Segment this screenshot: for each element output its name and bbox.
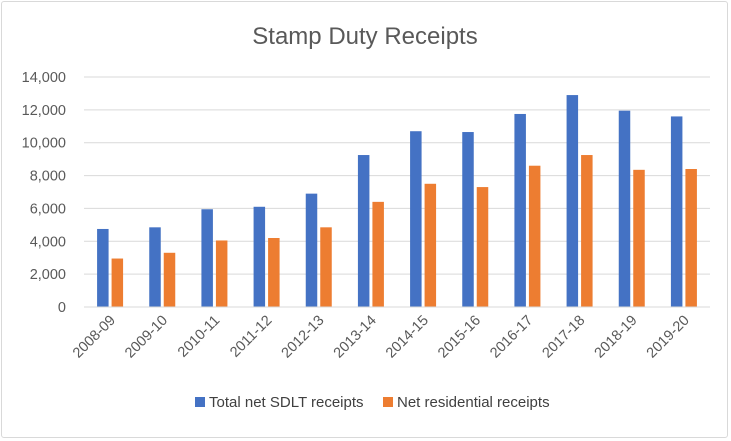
bar-total-2015-16 [462, 132, 474, 307]
bar-total-2010-11 [201, 209, 213, 307]
bar-residential-2008-09 [111, 258, 124, 307]
x-tick-label: 2012-13 [279, 313, 328, 362]
bar-residential-2009-10 [163, 252, 176, 307]
bar-total-2011-12 [253, 206, 266, 307]
y-tick-label: 4,000 [30, 234, 66, 250]
bar-residential-2017-18 [581, 155, 593, 307]
chart-title: Stamp Duty Receipts [252, 23, 477, 50]
y-tick-label: 12,000 [22, 103, 66, 119]
y-tick-label: 0 [58, 300, 66, 316]
bar-total-2013-14 [357, 155, 370, 307]
x-tick-label: 2018-19 [592, 313, 641, 362]
x-axis: 2008-09 2009-10 2010-11 2011-12 2012-13 2013-… [70, 313, 693, 362]
bar-total-2017-18 [566, 95, 579, 307]
x-tick-label: 2011-12 [227, 313, 275, 361]
bar-residential-2015-16 [476, 187, 489, 307]
bar-total-2014-15 [410, 131, 422, 307]
y-axis: 0 2,000 4,000 6,000 8,000 10,000 12,000 14,000 [22, 70, 66, 316]
bar-residential-2012-13 [320, 227, 332, 307]
y-tick-label: 10,000 [22, 136, 66, 152]
legend-swatch-total [195, 397, 205, 407]
bar-total-2016-17 [514, 113, 526, 307]
y-tick-label: 8,000 [30, 169, 66, 185]
bar-residential-2018-19 [633, 169, 645, 307]
legend-label-residential: Net residential receipts [397, 394, 550, 411]
x-tick-label: 2015-16 [435, 313, 484, 362]
bar-total-2008-09 [97, 228, 109, 307]
x-tick-label: 2019-20 [644, 313, 693, 362]
x-tick-label: 2017-18 [539, 313, 588, 362]
bar-residential-2011-12 [268, 238, 280, 307]
x-tick-label: 2008-09 [70, 313, 119, 362]
bar-total-2018-19 [618, 110, 631, 307]
bar-total-2019-20 [670, 116, 683, 307]
bar-residential-2016-17 [528, 165, 541, 307]
bar-total-2012-13 [305, 193, 318, 307]
bar-residential-2014-15 [424, 183, 437, 307]
bar-total-2009-10 [149, 227, 161, 307]
y-tick-label: 14,000 [22, 70, 66, 86]
x-tick-label: 2009-10 [122, 313, 171, 362]
x-tick-label: 2016-17 [487, 313, 536, 362]
legend: Total net SDLT receipts Net residential … [195, 394, 550, 411]
legend-swatch-residential [383, 397, 393, 407]
gridlines [84, 76, 710, 275]
bar-residential-2013-14 [372, 201, 384, 307]
y-tick-label: 2,000 [30, 267, 66, 283]
bars [97, 95, 697, 307]
x-tick-label: 2014-15 [383, 313, 432, 362]
legend-label-total: Total net SDLT receipts [209, 394, 364, 411]
bar-residential-2019-20 [685, 169, 697, 307]
x-tick-label: 2010-11 [175, 313, 223, 361]
y-tick-label: 6,000 [30, 201, 66, 217]
bar-residential-2010-11 [215, 240, 228, 307]
x-tick-label: 2013-14 [331, 313, 380, 362]
